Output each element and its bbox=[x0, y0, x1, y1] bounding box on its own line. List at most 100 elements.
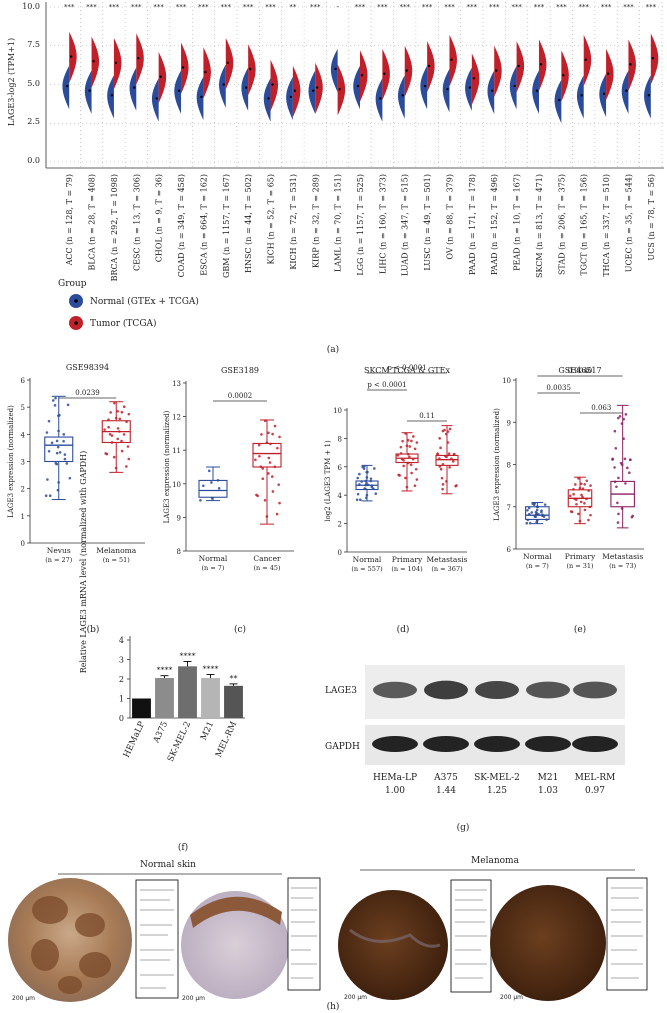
panel-c-xn-0: (n = 7) bbox=[202, 564, 225, 572]
xlabel-a-13: LGG (n = 1157, T = 525) bbox=[356, 174, 365, 276]
panel-c-point-1-16 bbox=[270, 475, 274, 478]
violin-normal-23 bbox=[576, 75, 584, 119]
panel-e-point-0-25 bbox=[533, 515, 537, 518]
violin-normal-11 bbox=[308, 70, 316, 114]
f-ytick-1: 1 bbox=[119, 695, 124, 704]
xlabel-a-22: STAD (n = 206, T = 375) bbox=[557, 174, 566, 275]
panel-d-point-2-16 bbox=[448, 427, 452, 431]
panel-e-point-1-9 bbox=[585, 497, 588, 501]
violin-normal-19 bbox=[487, 70, 495, 114]
panel-d-ytick-2: 4 bbox=[338, 492, 343, 500]
panel-c-bracket-label: 0.0002 bbox=[228, 392, 253, 400]
panel-b-point-1-0 bbox=[112, 455, 116, 459]
panel-c-point-1-2 bbox=[268, 461, 272, 464]
violin-tumor-1 bbox=[91, 36, 100, 88]
violin-normal-1 bbox=[84, 70, 92, 114]
xlabel-a-9: KICH (n = 52, T = 65) bbox=[267, 174, 276, 265]
panel-e-point-0-22 bbox=[535, 508, 539, 512]
panel-d-point-1-15 bbox=[414, 467, 418, 471]
panel-c-point-0-6 bbox=[216, 478, 220, 482]
blot-gapdh-band-1 bbox=[423, 736, 469, 752]
normal-skin-core-1-texture bbox=[31, 896, 111, 994]
median-tumor-3 bbox=[137, 56, 140, 60]
f-bar-2 bbox=[178, 666, 197, 718]
panel-d-point-0-25 bbox=[363, 487, 366, 490]
panel-c-point-1-19 bbox=[276, 446, 279, 450]
panel-e-point-2-15 bbox=[614, 446, 618, 450]
median-normal-8 bbox=[244, 86, 248, 89]
panel-b-point-1-5 bbox=[127, 412, 131, 416]
panel-d-point-1-12 bbox=[407, 452, 410, 456]
median-normal-1 bbox=[88, 89, 91, 92]
panel-d-point-0-7 bbox=[356, 492, 360, 496]
panel-b-point-1-23 bbox=[107, 425, 110, 429]
median-tumor-23 bbox=[584, 58, 587, 61]
panel-b-point-0-16 bbox=[66, 403, 70, 407]
median-normal-3 bbox=[133, 86, 136, 89]
median-tumor-24 bbox=[606, 72, 610, 75]
panel-d-xn-2: (n = 367) bbox=[431, 565, 463, 573]
violin-tumor-2 bbox=[113, 38, 122, 90]
violin-tumor-9 bbox=[270, 59, 279, 111]
violin-tumor-7 bbox=[225, 38, 234, 90]
panel-c-point-1-15 bbox=[277, 483, 281, 486]
median-tumor-26 bbox=[651, 56, 655, 60]
violin-normal-24 bbox=[599, 73, 607, 118]
xlabel-a-21: SKCM (n = 813, T = 471) bbox=[535, 174, 544, 278]
panel-d-point-1-23 bbox=[399, 452, 403, 455]
panel-c-ytick-1: 9 bbox=[177, 514, 181, 522]
panel-d-point-0-2 bbox=[365, 496, 368, 500]
panel-d-point-2-18 bbox=[441, 429, 445, 433]
panel-b-point-0-20 bbox=[47, 419, 51, 423]
f-ytick-2: 2 bbox=[119, 675, 124, 684]
median-tumor-22 bbox=[562, 74, 565, 77]
violin-normal-6 bbox=[196, 76, 204, 121]
sig-15: *** bbox=[399, 3, 410, 11]
sig-12: - bbox=[336, 3, 339, 11]
f-xlabel-0: HEMaLP bbox=[122, 720, 148, 760]
violin-tumor-25 bbox=[628, 39, 636, 91]
panel-e-point-0-0 bbox=[525, 521, 529, 525]
median-tumor-19 bbox=[495, 69, 498, 72]
panel-e-point-2-12 bbox=[613, 429, 617, 433]
panel-d-point-1-26 bbox=[405, 444, 409, 448]
panel-c-box-0 bbox=[198, 479, 228, 498]
panel-c-ytick-0: 8 bbox=[177, 548, 181, 556]
panel-b-point-0-27 bbox=[48, 494, 52, 497]
panel-d-point-0-22 bbox=[365, 476, 369, 479]
panel-e-xlabel-1: Primary bbox=[565, 552, 596, 561]
panel-a-ylabel: LAGE3-log2 (TPM+1) bbox=[7, 38, 16, 126]
median-tumor-13 bbox=[360, 74, 364, 77]
panel-e-xn-1: (n = 31) bbox=[566, 562, 594, 570]
ytick-a-5: 5.0 bbox=[27, 79, 40, 88]
panel-d-point-2-11 bbox=[446, 430, 450, 433]
f-sig-3: **** bbox=[203, 665, 219, 674]
panel-d-point-2-17 bbox=[451, 460, 455, 463]
panel-d-point-2-0 bbox=[441, 487, 444, 491]
blot-gapdh-band-0 bbox=[372, 736, 418, 752]
panel-d-point-1-10 bbox=[405, 485, 409, 489]
blot-lane-3: M21 bbox=[538, 773, 559, 783]
panel-b-point-1-25 bbox=[105, 452, 109, 456]
panel-e-point-2-25 bbox=[620, 422, 624, 425]
median-normal-21 bbox=[535, 89, 539, 92]
panel-b-point-0-24 bbox=[57, 481, 60, 484]
violin-normal-21 bbox=[532, 70, 539, 114]
median-tumor-11 bbox=[316, 86, 319, 89]
panel-d-point-1-5 bbox=[415, 441, 419, 444]
panel-c-point-0-3 bbox=[210, 481, 213, 484]
median-tumor-14 bbox=[383, 72, 386, 75]
blot-lage3-band-0 bbox=[373, 681, 417, 699]
panel-c-point-0-1 bbox=[207, 469, 211, 473]
panel-e-point-2-2 bbox=[624, 482, 627, 485]
median-normal-26 bbox=[647, 94, 651, 97]
panel-c-caption: (c) bbox=[234, 624, 246, 635]
panel-e-point-1-0 bbox=[577, 512, 580, 516]
panel-d-point-1-21 bbox=[410, 439, 413, 443]
panel-e-point-2-4 bbox=[618, 414, 622, 418]
panel-d-point-0-14 bbox=[365, 470, 369, 474]
panel-d-point-1-9 bbox=[411, 457, 415, 461]
xlabel-a-24: THCA (n = 337, T = 510) bbox=[602, 174, 611, 277]
panel-b-ytick-1: 1 bbox=[21, 513, 25, 521]
panel-c-ylabel: LAGE3 expression (normalized) bbox=[163, 410, 171, 523]
